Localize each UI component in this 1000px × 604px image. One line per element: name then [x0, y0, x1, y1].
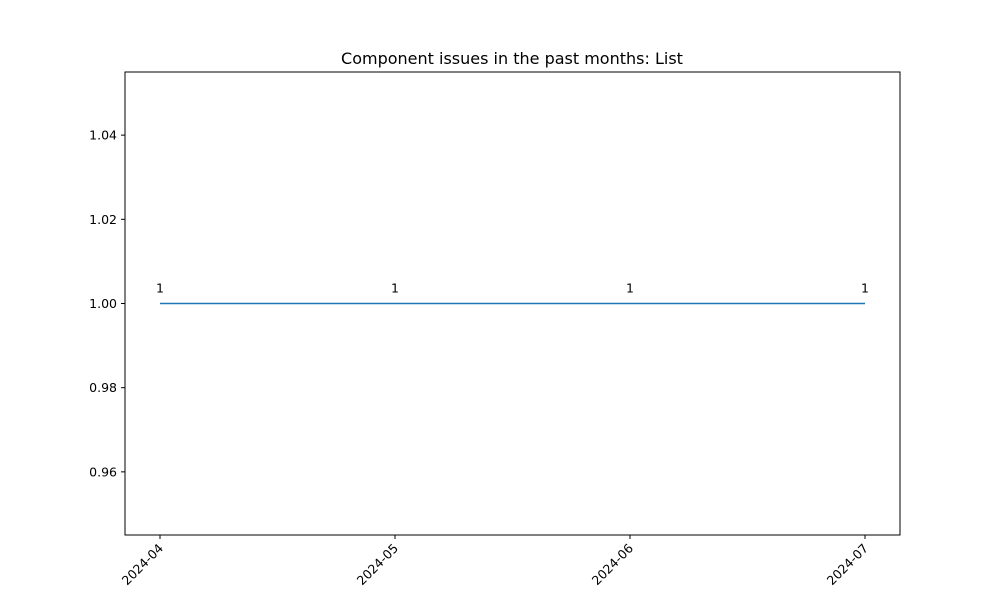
y-tick-label: 1.04: [89, 128, 117, 143]
y-tick-label: 1.02: [89, 212, 117, 227]
chart-title: Component issues in the past months: Lis…: [341, 49, 683, 68]
y-tick-label: 0.98: [89, 380, 117, 395]
x-tick-label: 2024-05: [354, 541, 402, 589]
y-tick-label: 1.00: [89, 296, 117, 311]
data-label: 1: [626, 281, 634, 296]
data-label: 1: [156, 281, 164, 296]
plot-frame: [124, 71, 901, 536]
x-tick-label: 2024-06: [589, 540, 637, 588]
data-label: 1: [391, 281, 399, 296]
x-tick-label: 2024-04: [119, 540, 167, 588]
plot-area: 0.96 0.98 1.00 1.02 1.04 2024-04 2024-05 2024-0…: [89, 71, 901, 589]
y-tick-label: 0.96: [89, 464, 117, 479]
x-tick-label: 2024-07: [824, 541, 872, 589]
data-label: 1: [861, 281, 869, 296]
